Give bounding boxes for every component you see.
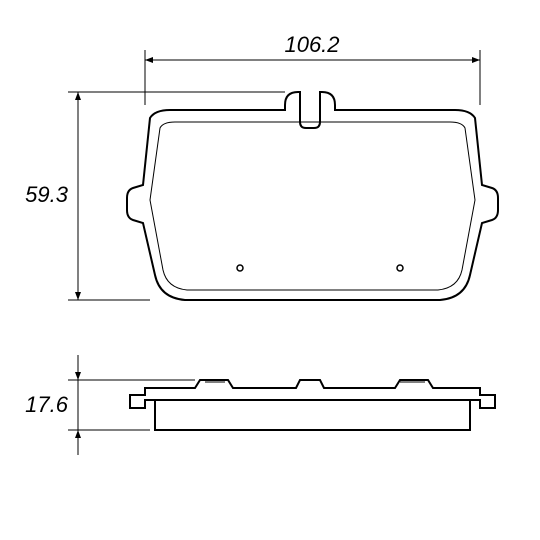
- friction-block: [155, 400, 470, 430]
- front-view: [127, 92, 498, 300]
- dimension-thickness: 17.6: [25, 355, 195, 455]
- pad-outline: [127, 92, 498, 300]
- friction-surface: [150, 122, 475, 290]
- height-label: 59.3: [25, 182, 69, 207]
- side-view: [130, 380, 495, 430]
- backing-plate: [130, 380, 495, 408]
- thickness-label: 17.6: [25, 392, 69, 417]
- hole-left: [237, 265, 243, 271]
- dimension-width: 106.2: [145, 32, 480, 105]
- technical-drawing: 106.2 59.3 17.6: [0, 0, 540, 540]
- dimension-height: 59.3: [25, 92, 285, 300]
- width-label: 106.2: [284, 32, 339, 57]
- hole-right: [397, 265, 403, 271]
